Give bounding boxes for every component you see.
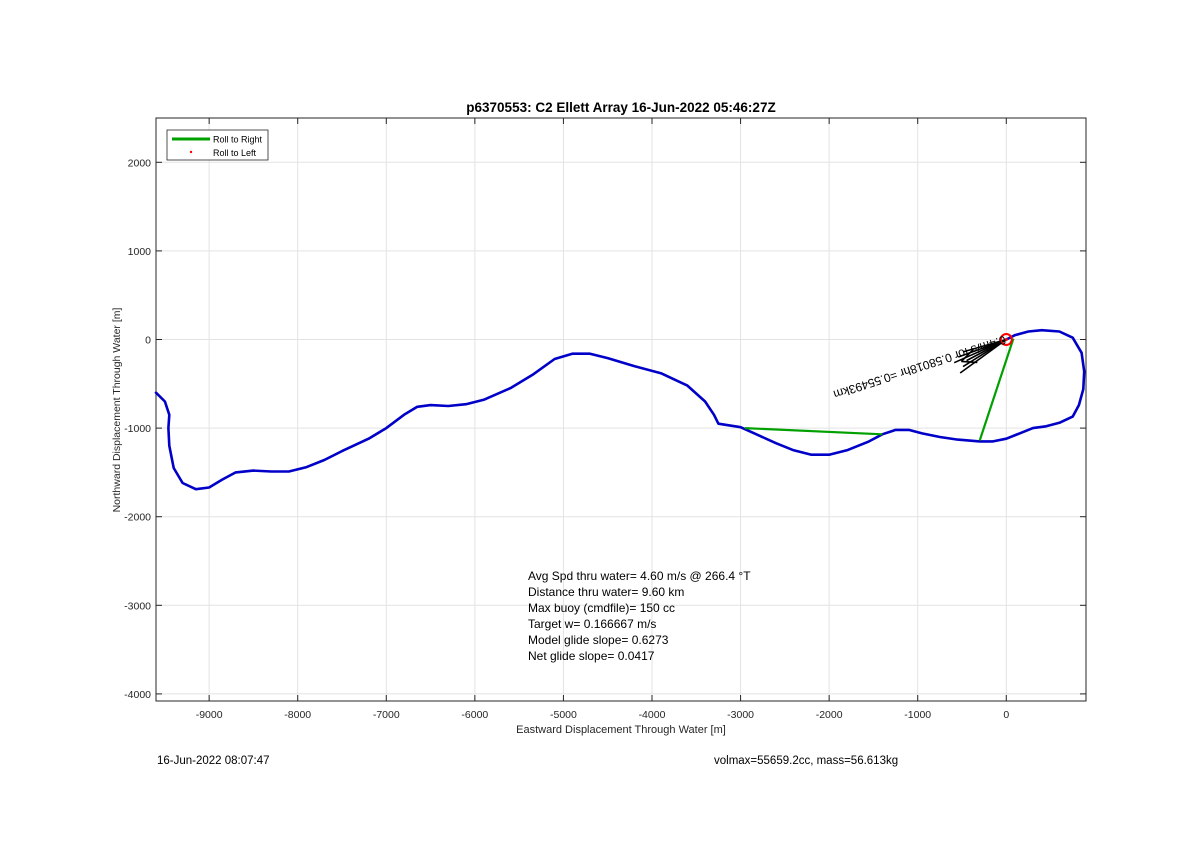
- x-axis-label: Eastward Displacement Through Water [m]: [516, 724, 726, 736]
- x-tick-label: -7000: [373, 709, 400, 721]
- legend-roll-left-swatch: [189, 150, 193, 154]
- legend-box: [166, 129, 269, 161]
- x-tick-label: -1000: [904, 709, 931, 721]
- chart-title: p6370553: C2 Ellett Array 16-Jun-2022 05…: [466, 100, 775, 115]
- footer-timestamp: 16-Jun-2022 08:07:47: [157, 755, 270, 767]
- x-tick-label: -3000: [727, 709, 754, 721]
- start-marker-center: [1004, 338, 1008, 342]
- x-tick-label: -8000: [284, 709, 311, 721]
- y-tick-label: -3000: [124, 600, 151, 612]
- footer-vol-mass: volmax=55659.2cc, mass=56.613kg: [714, 755, 899, 767]
- stats-line: Max buoy (cmdfile)= 150 cc: [528, 601, 675, 615]
- x-tick-label: -9000: [196, 709, 223, 721]
- stats-line: Avg Spd thru water= 4.60 m/s @ 266.4 °T: [528, 569, 751, 583]
- x-tick-label: -2000: [816, 709, 843, 721]
- y-tick-label: -1000: [124, 423, 151, 435]
- track-line: [154, 328, 1086, 491]
- stats-line: Model glide slope= 0.6273: [528, 633, 669, 647]
- roll-right-segment: [744, 427, 883, 436]
- legend-roll-right-label: Roll to Right: [213, 135, 263, 145]
- legend-roll-left-label: Roll to Left: [213, 148, 257, 158]
- y-tick-label: -2000: [124, 512, 151, 524]
- stats-line: Net glide slope= 0.0417: [528, 649, 655, 663]
- y-tick-label: 1000: [128, 246, 152, 258]
- legend: Roll to Right Roll to Left: [166, 129, 269, 161]
- plot-area: [154, 328, 1086, 491]
- stats-line: Target w= 0.166667 m/s: [528, 617, 656, 631]
- start-marker: [999, 333, 1013, 347]
- stats-line: Distance thru water= 9.60 km: [528, 585, 684, 599]
- x-tick-label: -6000: [461, 709, 488, 721]
- heading-arrowhead: [960, 348, 974, 362]
- grid: [156, 118, 1086, 701]
- roll-right-segment: [978, 338, 1015, 441]
- heading-annotation: 0.4m/s for 0.58018hr =0.55493km: [832, 333, 1008, 402]
- y-tick-label: 0: [145, 335, 151, 347]
- y-tick-label: 2000: [128, 157, 152, 169]
- y-axis-label: Northward Displacement Through Water [m]: [111, 308, 123, 513]
- y-tick-label: -4000: [124, 689, 151, 701]
- x-tick-label: -5000: [550, 709, 577, 721]
- stats-block: Avg Spd thru water= 4.60 m/s @ 266.4 °T D…: [528, 569, 751, 663]
- axes-box: [155, 117, 1087, 702]
- x-tick-label: 0: [1003, 709, 1009, 721]
- ticks: -9000 -8000 -7000 -6000 -5000 -4000 -3000 -2000…: [124, 118, 1086, 721]
- heading-arrow: [959, 338, 1007, 374]
- heading-arrowhead: [961, 360, 978, 364]
- x-tick-label: -4000: [639, 709, 666, 721]
